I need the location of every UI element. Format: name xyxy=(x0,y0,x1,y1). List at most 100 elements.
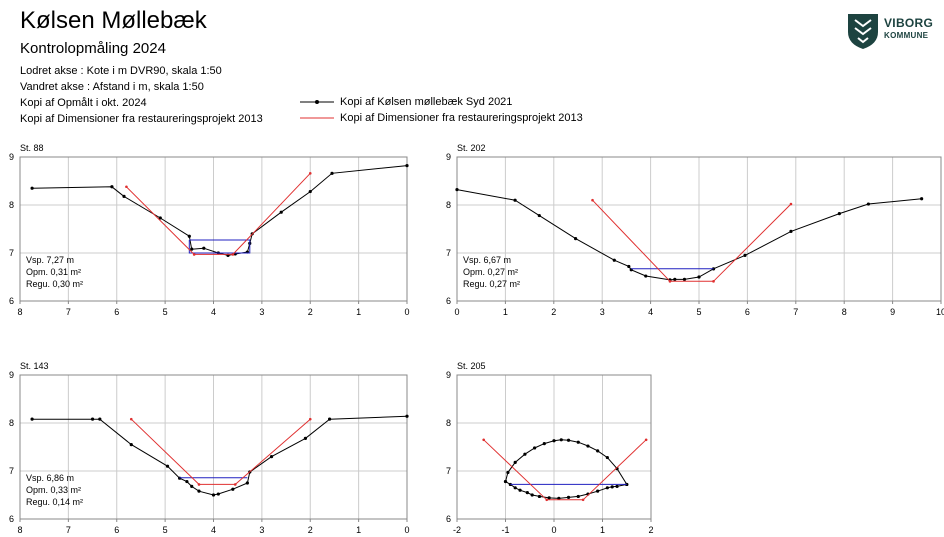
survey-point xyxy=(596,449,600,453)
survey-note: Kopi af Opmålt i okt. 2024 xyxy=(20,97,147,109)
chart-info-text: Regu. 0,14 m² xyxy=(26,497,83,507)
survey-point xyxy=(610,485,614,489)
survey-point xyxy=(576,494,580,499)
x-tick-label: 3 xyxy=(259,307,264,317)
y-tick-label: 6 xyxy=(446,514,451,524)
x-tick-label: 1 xyxy=(356,525,361,535)
horizontal-axis-note: Vandret akse : Afstand i m, skala 1:50 xyxy=(20,81,204,93)
y-tick-label: 9 xyxy=(9,370,14,380)
x-tick-label: 8 xyxy=(842,307,847,317)
design-note: Kopi af Dimensioner fra restaureringspro… xyxy=(20,113,263,125)
survey-point xyxy=(525,491,529,495)
vertical-axis-note: Lodret akse : Kote i m DVR90, skala 1:50 xyxy=(20,65,222,77)
survey-point xyxy=(165,464,170,468)
legend-survey: Kopi af Kølsen møllebæk Syd 2021 xyxy=(300,95,512,109)
x-tick-label: 0 xyxy=(454,307,459,317)
survey-point xyxy=(158,216,162,220)
survey-point xyxy=(405,414,409,418)
survey-point xyxy=(605,455,609,460)
survey-point xyxy=(455,188,459,192)
page-title: Kølsen Møllebæk xyxy=(20,7,207,34)
survey-point xyxy=(269,455,274,459)
survey-line xyxy=(456,189,922,281)
design-point xyxy=(482,438,485,442)
x-tick-label: 6 xyxy=(114,525,119,535)
survey-point xyxy=(644,274,648,278)
survey-point xyxy=(837,212,841,216)
x-tick-label: 5 xyxy=(163,307,168,317)
chart-2: St. 202 0 1 2 3 4 5 6 7 8 9 10 9 8 7 6 Vsp. 6,67 m Opm. 0… xyxy=(446,143,944,317)
y-tick-label: 6 xyxy=(446,296,451,306)
survey-point xyxy=(866,202,871,206)
survey-point xyxy=(596,489,600,493)
y-tick-label: 7 xyxy=(9,466,14,476)
y-tick-label: 8 xyxy=(9,200,14,210)
x-tick-label: 8 xyxy=(17,307,22,317)
survey-point xyxy=(615,484,619,488)
x-tick-label: 2 xyxy=(308,525,313,535)
chart-info-text: Opm. 0,27 m² xyxy=(463,267,518,277)
survey-point xyxy=(566,438,571,442)
survey-point xyxy=(537,213,541,218)
x-tick-label: 1 xyxy=(503,307,508,317)
survey-point xyxy=(673,277,677,281)
survey-point xyxy=(506,470,510,475)
survey-point xyxy=(682,277,687,281)
survey-point xyxy=(405,164,409,168)
x-tick-label: 5 xyxy=(163,525,168,535)
survey-point xyxy=(231,487,235,491)
survey-point xyxy=(586,444,590,448)
survey-point xyxy=(627,264,631,269)
survey-line xyxy=(32,165,408,256)
survey-point xyxy=(711,267,716,271)
x-tick-label: 2 xyxy=(308,307,313,317)
survey-point xyxy=(789,229,793,233)
design-point xyxy=(233,483,237,486)
survey-point xyxy=(197,489,201,493)
legend-design: Kopi af Dimensioner fra restaureringspro… xyxy=(300,111,583,125)
y-tick-label: 8 xyxy=(446,200,451,210)
survey-point xyxy=(612,258,616,262)
y-tick-label: 8 xyxy=(446,418,451,428)
design-line xyxy=(130,418,311,485)
survey-point xyxy=(330,171,334,175)
survey-point xyxy=(533,446,537,450)
design-line xyxy=(483,439,647,501)
design-point xyxy=(644,438,648,442)
logo-text-viborg: VIBORG xyxy=(884,16,934,30)
design-point xyxy=(192,253,196,256)
x-tick-label: 9 xyxy=(890,307,895,317)
chart-info-text: Vsp. 6,67 m xyxy=(463,255,511,265)
survey-point xyxy=(303,436,308,440)
design-line xyxy=(592,199,792,282)
design-point xyxy=(231,253,235,256)
survey-point xyxy=(190,484,194,488)
chart-info-text: Vsp. 6,86 m xyxy=(26,473,74,483)
water-line xyxy=(188,239,251,254)
legend-design-swatch xyxy=(300,117,334,119)
x-tick-label: 7 xyxy=(66,307,71,317)
y-tick-label: 6 xyxy=(9,514,14,524)
y-tick-label: 7 xyxy=(9,248,14,258)
design-point xyxy=(308,417,312,421)
x-tick-label: -1 xyxy=(501,525,509,535)
survey-point xyxy=(537,494,542,499)
survey-point xyxy=(523,452,527,456)
x-tick-label: 4 xyxy=(211,525,216,535)
design-line xyxy=(126,172,311,255)
survey-point xyxy=(98,417,102,421)
x-tick-label: 6 xyxy=(114,307,119,317)
survey-point xyxy=(552,439,556,443)
x-tick-label: 7 xyxy=(66,525,71,535)
survey-point xyxy=(30,186,34,190)
design-point xyxy=(129,417,133,421)
x-tick-label: 7 xyxy=(793,307,798,317)
x-tick-label: 2 xyxy=(551,307,556,317)
survey-point xyxy=(576,440,580,444)
x-tick-label: 6 xyxy=(745,307,750,317)
survey-point xyxy=(697,275,701,279)
x-tick-label: 1 xyxy=(600,525,605,535)
chart-info-text: Regu. 0,27 m² xyxy=(463,279,520,289)
